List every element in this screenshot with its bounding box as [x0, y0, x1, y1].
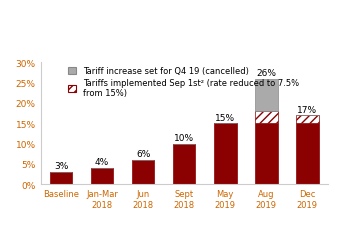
Bar — [296, 124, 319, 184]
Text: 17%: 17% — [297, 105, 317, 114]
Text: 10%: 10% — [174, 133, 194, 142]
Bar — [91, 168, 114, 184]
Bar — [132, 160, 154, 184]
Text: 3%: 3% — [54, 162, 68, 171]
Text: 4%: 4% — [95, 158, 109, 167]
Bar — [173, 144, 195, 184]
Bar — [255, 79, 277, 112]
Bar — [255, 124, 277, 184]
Text: 15%: 15% — [215, 113, 235, 122]
Bar — [50, 172, 72, 184]
Bar — [255, 112, 277, 124]
Bar — [214, 124, 237, 184]
Legend: Tariff increase set for Q4 19 (cancelled), Tariffs implemented Sep 1st² (rate re: Tariff increase set for Q4 19 (cancelled… — [68, 67, 299, 98]
Bar — [296, 116, 319, 124]
Text: 6%: 6% — [136, 150, 150, 159]
Text: 26%: 26% — [256, 69, 276, 78]
